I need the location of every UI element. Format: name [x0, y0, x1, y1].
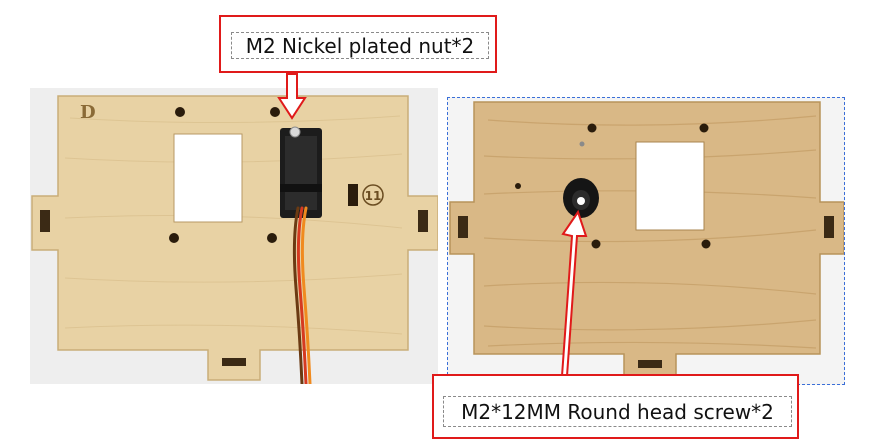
panel-letter: D [80, 102, 96, 123]
part-number-circle [362, 184, 384, 206]
right-panel-photo [447, 97, 845, 385]
screw-label: M2*12MM Round head screw*2 [443, 396, 792, 427]
left-panel-photo: D 11 [30, 88, 438, 384]
right-tab-slot [418, 210, 428, 232]
wood-board [31, 95, 438, 381]
servo-motor [280, 126, 322, 218]
part-number: 11 [365, 189, 382, 203]
screw-callout: M2*12MM Round head screw*2 [432, 374, 799, 439]
round-head-screw [563, 178, 599, 218]
servo-cable [292, 206, 312, 384]
panel-back-illustration [449, 101, 844, 383]
nut-label: M2 Nickel plated nut*2 [231, 32, 489, 59]
panel-d-illustration: D 11 [31, 95, 438, 384]
small-slot [348, 184, 358, 206]
left-tab-slot [40, 210, 50, 232]
square-window-back [635, 141, 705, 231]
bottom-tab-slot [222, 358, 246, 366]
square-window [173, 133, 243, 223]
nut-callout: M2 Nickel plated nut*2 [219, 15, 497, 73]
